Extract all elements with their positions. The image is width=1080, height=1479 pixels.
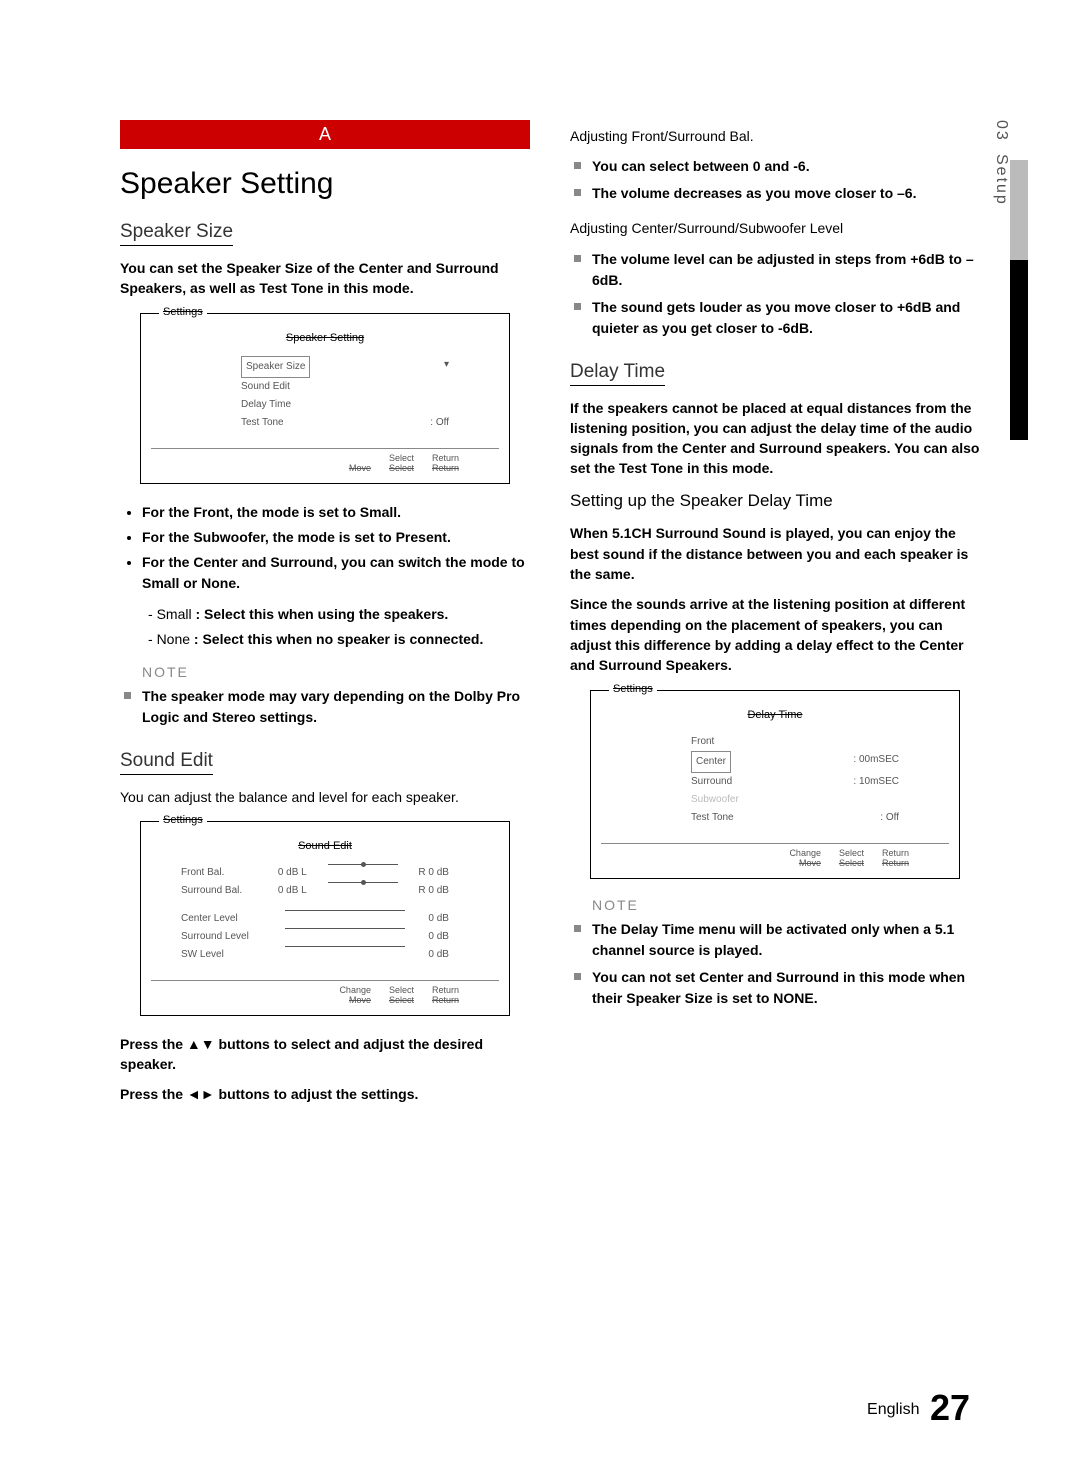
chapter-sidebar: 03 Setup xyxy=(992,120,1010,206)
section-title: Speaker Setting xyxy=(120,167,530,201)
list-item: Small : Select this when using the speak… xyxy=(148,604,530,625)
sound-edit-intro: You can adjust the balance and level for… xyxy=(120,787,530,807)
press-instruction-2: Press the ◄► buttons to adjust the setti… xyxy=(120,1084,530,1104)
chapter-number: 03 xyxy=(993,120,1010,142)
list-item: For the Front, the mode is set to Small. xyxy=(142,502,530,523)
speaker-size-sub: Small : Select this when using the speak… xyxy=(120,604,530,650)
footer-lang: English xyxy=(867,1401,919,1418)
speaker-size-heading: Speaker Size xyxy=(120,221,233,246)
note-header: NOTE xyxy=(592,897,980,913)
osd-speaker-setting: Settings Speaker Setting Speaker Size▾ S… xyxy=(140,313,510,484)
side-tab-black xyxy=(1010,260,1028,440)
delay-p2: Since the sounds arrive at the listening… xyxy=(570,594,980,675)
osd1-item: Delay Time xyxy=(241,396,291,414)
list-item: The Delay Time menu will be activated on… xyxy=(570,919,980,961)
osd1-label: Settings xyxy=(159,306,207,318)
page-footer: English 27 xyxy=(867,1387,970,1429)
chapter-title: Setup xyxy=(993,154,1010,206)
osd-sound-edit: Settings Sound Edit Front Bal.0 dB LR 0 … xyxy=(140,821,510,1016)
list-item: None : Select this when no speaker is co… xyxy=(148,629,530,650)
osd1-title: Speaker Setting xyxy=(151,332,499,344)
list-item: The volume decreases as you move closer … xyxy=(570,183,980,204)
note-header: NOTE xyxy=(142,664,530,680)
delay-intro: If the speakers cannot be placed at equa… xyxy=(570,398,980,479)
delay-heading: Delay Time xyxy=(570,361,665,386)
adj-bal-list: You can select between 0 and -6. The vol… xyxy=(570,156,980,204)
osd1-item: Speaker Size xyxy=(241,356,310,378)
osd1-item: Test Tone xyxy=(241,414,284,432)
delay-sub: Setting up the Speaker Delay Time xyxy=(570,489,980,514)
list-item: You can select between 0 and -6. xyxy=(570,156,980,177)
osd-delay-time: Settings Delay Time Front Center: 00mSEC… xyxy=(590,690,960,879)
footer-page: 27 xyxy=(930,1387,970,1428)
speaker-size-note: The speaker mode may vary depending on t… xyxy=(120,686,530,728)
adj-level-list: The volume level can be adjusted in step… xyxy=(570,249,980,339)
speaker-size-intro: You can set the Speaker Size of the Cent… xyxy=(120,258,530,299)
adj-level-heading: Adjusting Center/Surround/Subwoofer Leve… xyxy=(570,218,980,238)
osd1-item: Sound Edit xyxy=(241,378,290,396)
list-item: The sound gets louder as you move closer… xyxy=(570,297,980,339)
adj-bal-heading: Adjusting Front/Surround Bal. xyxy=(570,126,980,146)
side-tab-gray xyxy=(1010,160,1028,260)
delay-notes: The Delay Time menu will be activated on… xyxy=(570,919,980,1009)
osd3-title: Delay Time xyxy=(601,709,949,721)
list-item: You can not set Center and Surround in t… xyxy=(570,967,980,1009)
sound-edit-heading: Sound Edit xyxy=(120,750,213,775)
osd2-title: Sound Edit xyxy=(151,840,499,852)
list-item: The speaker mode may vary depending on t… xyxy=(120,686,530,728)
delay-p1: When 5.1CH Surround Sound is played, you… xyxy=(570,523,980,584)
list-item: For the Center and Surround, you can swi… xyxy=(142,552,530,594)
speaker-size-bullets: For the Front, the mode is set to Small.… xyxy=(120,502,530,594)
list-item: For the Subwoofer, the mode is set to Pr… xyxy=(142,527,530,548)
list-item: The volume level can be adjusted in step… xyxy=(570,249,980,291)
osd3-label: Settings xyxy=(609,683,657,695)
section-bar: A xyxy=(120,120,530,149)
press-instruction-1: Press the ▲▼ buttons to select and adjus… xyxy=(120,1034,530,1075)
osd2-label: Settings xyxy=(159,814,207,826)
